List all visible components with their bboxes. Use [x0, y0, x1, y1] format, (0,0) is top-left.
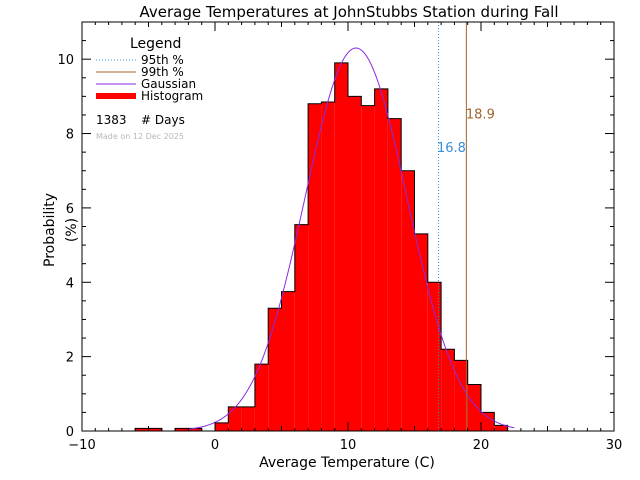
histogram-bar-16 [374, 88, 388, 431]
percentile-99-label: 18.9 [466, 108, 495, 123]
made-on-note: Made on 12 Dec 2025 [96, 132, 184, 141]
percentile-95-label: 16.8 [437, 141, 466, 156]
histogram-bar-5 [228, 406, 242, 431]
histogram-bar-3 [188, 428, 202, 431]
histogram-bar-24 [481, 412, 495, 431]
y-axis-label-line: Probability [42, 193, 58, 267]
y-axis-label: Probability (%) [42, 193, 80, 267]
y-tick-label: 10 [57, 53, 74, 68]
y-tick-label: 8 [66, 128, 74, 143]
histogram-bar-14 [348, 96, 362, 431]
legend-title: Legend [130, 36, 181, 52]
y-axis-label-line: (%) [64, 218, 80, 242]
histogram-bar-15 [361, 105, 375, 431]
chart-title: Average Temperatures at JohnStubbs Stati… [140, 3, 559, 21]
x-tick-label: 20 [473, 438, 490, 453]
histogram-bar-7 [254, 364, 269, 431]
y-tick-label: 4 [66, 276, 74, 291]
gaussian-curve [188, 47, 515, 430]
histogram-bar-8 [268, 308, 282, 431]
legend-day-count: 1383 [96, 113, 127, 127]
legend-label-2: Gaussian [141, 77, 196, 91]
histogram-bar-17 [387, 118, 402, 431]
histogram-bar-20 [427, 282, 442, 431]
x-tick-label: −10 [68, 438, 95, 453]
y-tick-label: 0 [66, 425, 74, 440]
histogram-bar-0 [135, 428, 149, 431]
histogram-bar-18 [401, 170, 415, 431]
histogram-bar-4 [215, 422, 229, 431]
legend-label-3: Histogram [141, 89, 203, 103]
histogram-bar-11 [308, 103, 322, 432]
legend-label-1: 99th % [141, 65, 184, 79]
histogram-bar-2 [175, 428, 189, 431]
legend-day-label: # Days [141, 113, 185, 127]
x-tick-label: 10 [340, 438, 357, 453]
legend-label-0: 95th % [141, 53, 184, 67]
histogram-bar-9 [281, 291, 295, 431]
y-tick-label: 6 [66, 202, 74, 217]
histogram-bars [134, 62, 509, 432]
y-axis-label-group: Probability (%) [42, 193, 80, 267]
histogram-bar-21 [441, 349, 455, 431]
histogram-bar-23 [467, 384, 481, 431]
x-axis-ticks: −10 0 10 20 30 [68, 22, 622, 453]
y-tick-label: 2 [66, 351, 74, 366]
x-axis-label: Average Temperature (C) [259, 455, 435, 471]
histogram-bar-13 [334, 62, 348, 432]
y-axis-ticks: 0 2 4 6 8 10 [57, 21, 614, 440]
histogram-bar-19 [414, 233, 428, 431]
histogram-bar-25 [494, 425, 508, 431]
histogram-bar-22 [454, 360, 468, 431]
histogram-bar-10 [294, 224, 309, 431]
histogram-bar-6 [241, 406, 255, 431]
x-tick-label: 30 [606, 438, 623, 453]
histogram-bar-1 [148, 428, 162, 431]
x-tick-label: 0 [211, 438, 219, 453]
histogram-bar-12 [321, 101, 335, 431]
